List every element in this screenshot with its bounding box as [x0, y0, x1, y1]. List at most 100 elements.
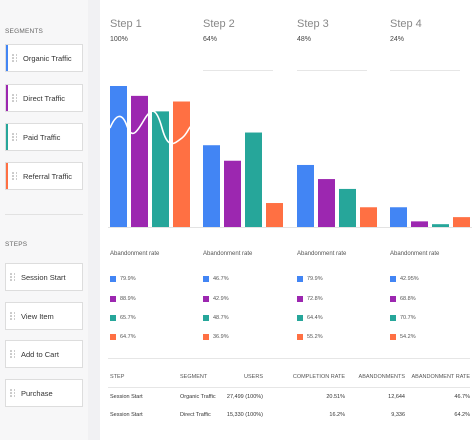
table-header-cell[interactable]: USERS	[244, 374, 263, 380]
segment-label: Direct Traffic	[23, 93, 65, 103]
abandonment-value: 64.7%	[110, 334, 136, 340]
abandonment-rate-text: 72.8%	[307, 296, 323, 302]
table-cell: 64.2%	[454, 412, 470, 418]
step-header: Step 4 24%	[390, 18, 422, 43]
abandonment-value: 42.9%	[203, 296, 229, 302]
abandonment-rate-text: 64.7%	[120, 334, 136, 340]
drag-handle-icon[interactable]	[10, 54, 20, 62]
segment-swatch	[110, 296, 116, 302]
segment-swatch	[110, 334, 116, 340]
abandonment-label: Abandonment rate	[297, 251, 347, 257]
step-item[interactable]: Session Start	[5, 263, 83, 291]
table-header-cell[interactable]: COMPLETION RATE	[292, 374, 345, 380]
abandonment-value: 46.7%	[203, 276, 229, 282]
abandonment-rate-text: 70.7%	[400, 315, 416, 321]
bar-step-4-2[interactable]	[432, 224, 449, 227]
bar-step-1-1[interactable]	[131, 95, 148, 228]
abandonment-label: Abandonment rate	[203, 251, 253, 257]
segment-color-bar	[6, 124, 8, 150]
table-cell: 15,330 (100%)	[226, 412, 263, 418]
table-cell: 46.7%	[454, 394, 470, 400]
bar-step-1-0[interactable]	[110, 86, 127, 227]
step-item[interactable]: View Item	[5, 302, 83, 330]
segment-swatch	[203, 276, 209, 282]
bar-step-4-3[interactable]	[453, 217, 470, 227]
segment-swatch	[390, 276, 396, 282]
drag-handle-icon[interactable]	[8, 389, 18, 397]
step-label: View Item	[21, 311, 54, 321]
abandonment-value: 70.7%	[390, 315, 416, 321]
sidebar: SEGMENTS Organic Traffic Direct Traffic Pa…	[0, 0, 88, 440]
drag-handle-icon[interactable]	[8, 273, 18, 281]
segment-swatch	[390, 315, 396, 321]
bar-step-1-2[interactable]	[152, 111, 169, 227]
bar-step-2-0[interactable]	[203, 145, 220, 227]
abandonment-value: 42.95%	[390, 276, 419, 282]
abandonment-value: 72.8%	[297, 296, 323, 302]
abandonment-value: 48.7%	[203, 315, 229, 321]
abandonment-rate-text: 36.9%	[213, 334, 229, 340]
step-percentage: 64%	[203, 36, 218, 43]
step-title: Step 1	[110, 18, 142, 30]
table-header-cell[interactable]: SEGMENT	[180, 374, 208, 380]
table-cell: Organic Traffic	[180, 394, 216, 400]
step-title: Step 2	[203, 18, 235, 30]
segment-item[interactable]: Paid Traffic	[5, 123, 83, 151]
table-header-cell[interactable]: ABANDONMENTS	[358, 374, 405, 380]
drag-handle-icon[interactable]	[8, 312, 18, 320]
abandonment-label: Abandonment rate	[390, 251, 440, 257]
step-item[interactable]: Purchase	[5, 379, 83, 407]
drag-handle-icon[interactable]	[10, 94, 20, 102]
segment-label: Organic Traffic	[23, 53, 72, 63]
step-percentage: 48%	[297, 36, 312, 43]
bar-step-3-2[interactable]	[339, 188, 356, 227]
step-title: Step 3	[297, 18, 329, 30]
abandonment-rate-text: 65.7%	[120, 315, 136, 321]
funnel-panel: Step 1 100% Step 2 64% Step 3 48% Step 4 24% Ab…	[100, 0, 475, 440]
bar-step-2-2[interactable]	[245, 132, 262, 227]
segment-item[interactable]: Direct Traffic	[5, 84, 83, 112]
step-divider	[203, 70, 273, 71]
abandonment-rate-text: 79.9%	[120, 276, 136, 282]
abandonment-rate-text: 55.2%	[307, 334, 323, 340]
segment-item[interactable]: Organic Traffic	[5, 44, 83, 72]
step-item[interactable]: Add to Cart	[5, 340, 83, 368]
bar-step-3-0[interactable]	[297, 164, 314, 227]
table-cell: Direct Traffic	[180, 412, 211, 418]
step-divider	[297, 70, 367, 71]
table-cell: 12,644	[388, 394, 405, 400]
table-cell: 9,336	[391, 412, 405, 418]
sidebar-divider	[5, 214, 83, 215]
bar-step-4-1[interactable]	[411, 221, 428, 227]
bar-step-4-0[interactable]	[390, 207, 407, 227]
segment-swatch	[297, 334, 303, 340]
table-header-cell[interactable]: STEP	[110, 374, 125, 380]
segment-swatch	[390, 296, 396, 302]
segment-swatch	[297, 296, 303, 302]
step-header: Step 3 48%	[297, 18, 329, 43]
drag-handle-icon[interactable]	[10, 172, 20, 180]
abandonment-rate-text: 42.9%	[213, 296, 229, 302]
abandonment-rate-text: 68.8%	[400, 296, 416, 302]
bar-step-2-1[interactable]	[224, 160, 241, 227]
bar-step-1-3[interactable]	[173, 101, 190, 227]
abandonment-rate-text: 48.7%	[213, 315, 229, 321]
drag-handle-icon[interactable]	[8, 350, 18, 358]
segment-item[interactable]: Referral Traffic	[5, 162, 83, 190]
segment-label: Paid Traffic	[23, 132, 61, 142]
drag-handle-icon[interactable]	[10, 133, 20, 141]
abandonment-value: 79.9%	[297, 276, 323, 282]
bar-step-3-3[interactable]	[360, 207, 377, 227]
abandonment-rate-text: 54.2%	[400, 334, 416, 340]
abandonment-value: 64.4%	[297, 315, 323, 321]
bar-step-2-3[interactable]	[266, 203, 283, 227]
abandonment-value: 36.9%	[203, 334, 229, 340]
bar-step-3-1[interactable]	[318, 179, 335, 227]
abandonment-rate-text: 79.9%	[307, 276, 323, 282]
segment-swatch	[203, 315, 209, 321]
abandonment-rate-text: 64.4%	[307, 315, 323, 321]
steps-heading: STEPS	[5, 241, 28, 248]
segment-label: Referral Traffic	[23, 171, 73, 181]
step-header: Step 1 100%	[110, 18, 142, 43]
table-header-cell[interactable]: ABANDONMENT RATE	[411, 374, 470, 380]
